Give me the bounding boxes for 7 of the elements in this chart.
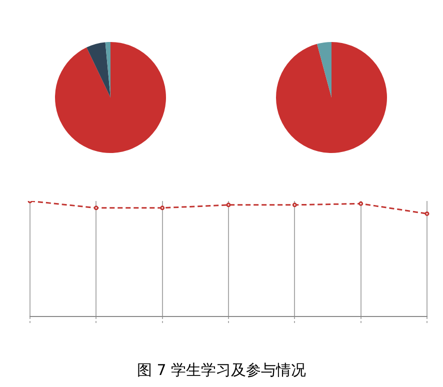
- point: [292, 202, 297, 208]
- point: [160, 206, 165, 210]
- caption: 图 7 学生学习及参与情况: [136, 361, 308, 380]
- point: [94, 206, 98, 210]
- point: [226, 202, 231, 208]
- point: [358, 201, 364, 206]
- point: [424, 211, 430, 216]
